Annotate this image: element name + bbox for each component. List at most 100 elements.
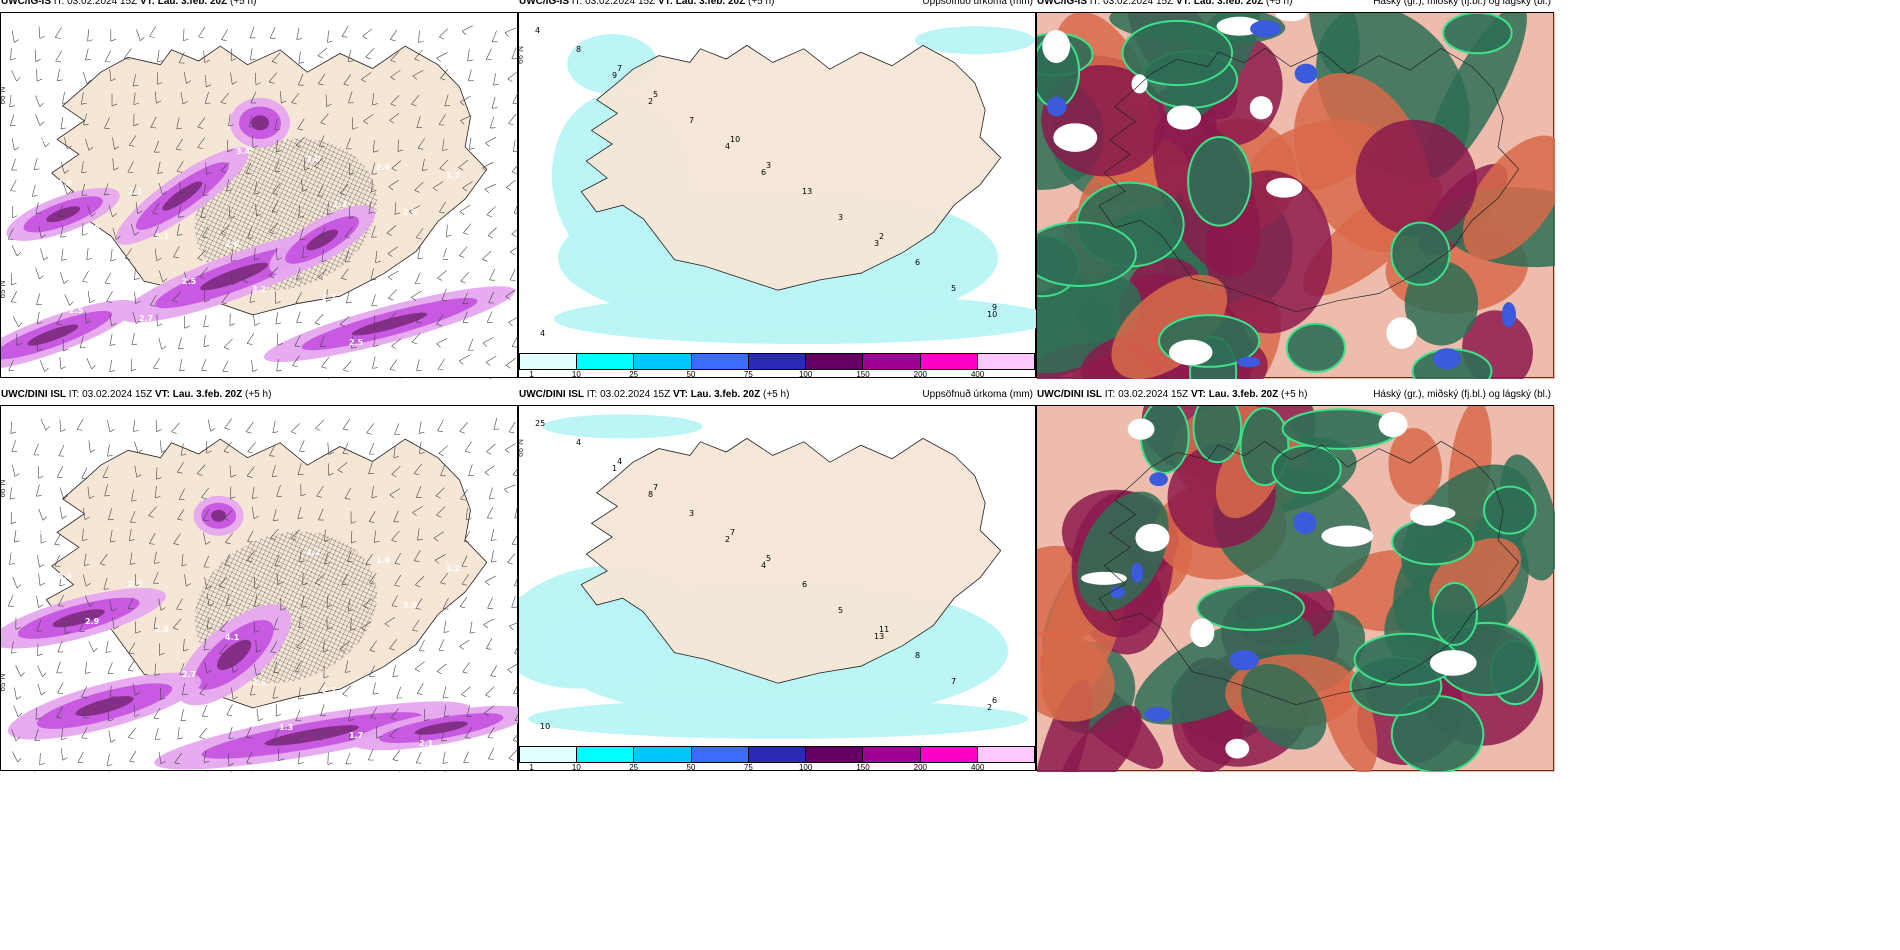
wind-barb — [79, 336, 86, 349]
snow-value-label: 3.2 — [31, 527, 45, 536]
mid-cloud-patch — [1236, 356, 1261, 368]
iceland-outline — [1098, 440, 1520, 706]
wind-barb — [487, 726, 495, 739]
wind-barb — [439, 201, 446, 214]
colorbar-swatch — [863, 354, 921, 369]
wind-barb — [274, 554, 281, 567]
snow-value-label: 2.7 — [322, 293, 336, 302]
wind-barb — [274, 291, 281, 304]
precip-colorbar: 1 10 25 50 75 100 150 200 400 — [519, 746, 1035, 772]
wind-barb — [441, 289, 448, 301]
mid-cloud-patch — [1131, 562, 1144, 583]
wind-barb — [83, 706, 89, 719]
wind-barb — [392, 664, 399, 677]
snow-value-label: 0.5 — [430, 253, 445, 262]
wind-barb — [299, 440, 305, 452]
wind-barb — [11, 158, 18, 171]
wind-barb — [294, 660, 302, 673]
wind-barb — [56, 661, 63, 674]
wind-barb — [296, 638, 306, 650]
wind-barb — [392, 771, 400, 772]
wind-barb — [344, 250, 351, 263]
wind-barb — [55, 50, 63, 63]
vt-label: VT: — [139, 0, 155, 7]
wind-barb — [505, 357, 516, 369]
wind-barb — [412, 619, 420, 632]
wind-barb — [153, 357, 161, 370]
panel-header: UWC/IG-IS IT: 03.02.2024 15Z VT: Lau. 3.… — [1037, 0, 1553, 10]
wind-barb — [278, 748, 284, 762]
wind-barb — [435, 487, 445, 499]
wind-barb — [177, 508, 185, 521]
wind-barb — [10, 291, 18, 303]
wind-barb — [130, 511, 136, 523]
wind-barb — [176, 598, 183, 611]
wind-barb — [158, 337, 167, 350]
wind-barb — [133, 704, 140, 717]
wind-barb — [221, 292, 230, 305]
wind-barb — [388, 289, 398, 301]
precip-value-label: 10 — [540, 722, 550, 731]
wind-barb — [461, 686, 471, 698]
wind-barb — [460, 95, 471, 106]
snow-value-label: 1.3 — [279, 723, 293, 732]
wind-barb — [200, 771, 208, 772]
wind-barb — [88, 640, 98, 653]
wind-barb — [319, 226, 326, 239]
wind-barb — [10, 48, 16, 61]
precip-value-label: 4 — [617, 457, 622, 466]
clear-sky-patch — [1042, 30, 1071, 63]
wind-barb — [62, 338, 69, 352]
wind-barb — [297, 506, 304, 519]
wind-barb — [318, 508, 324, 521]
wind-barb — [35, 201, 42, 215]
wind-barb — [58, 444, 65, 457]
wind-barb — [224, 553, 231, 566]
wind-barb — [418, 30, 424, 43]
wind-barb — [59, 272, 69, 284]
wind-barb — [396, 686, 403, 699]
wind-barb — [155, 91, 162, 104]
lead-time: (+5 h) — [245, 389, 272, 400]
precip-value-label: 4 — [725, 142, 730, 151]
wind-barb — [202, 183, 209, 196]
wind-barb — [505, 179, 516, 191]
snow-value-label: 2.7 — [473, 216, 487, 225]
wind-barb — [219, 620, 228, 633]
wind-barb — [99, 553, 108, 566]
wind-barb — [199, 684, 208, 696]
wind-barb — [296, 267, 302, 280]
wind-barb — [59, 357, 66, 370]
wind-barb — [59, 419, 66, 432]
wind-barb — [512, 92, 519, 105]
wind-barb — [109, 333, 116, 346]
wind-barb — [326, 594, 333, 608]
wind-barb — [38, 573, 45, 586]
wind-barb — [411, 290, 422, 301]
wind-barb — [128, 135, 137, 147]
wind-barb — [56, 68, 63, 82]
wind-barb — [112, 158, 119, 171]
wind-barb — [459, 596, 468, 609]
snow-value-label: 1.7 — [349, 731, 363, 740]
high-cloud-patch — [1431, 582, 1478, 646]
wind-barb — [197, 137, 205, 150]
wind-barb — [414, 49, 423, 62]
wind-barb — [280, 91, 287, 104]
wind-barb — [419, 441, 425, 455]
colorbar-tick-label: 50 — [686, 763, 696, 772]
wind-barb — [230, 249, 237, 262]
clear-sky-patch — [1080, 571, 1127, 585]
wind-barb — [299, 550, 305, 563]
wind-barb — [433, 531, 445, 542]
precip-value-label: 4 — [540, 329, 545, 338]
colorbar-tick-label: 400 — [970, 763, 985, 772]
wind-barb — [390, 708, 399, 720]
wind-barb — [12, 315, 23, 328]
wind-barb — [11, 729, 21, 741]
colorbar-tick-label: 50 — [686, 370, 696, 379]
wind-barb — [197, 249, 207, 261]
wind-barb — [154, 551, 160, 564]
wind-barb — [58, 594, 64, 607]
wind-barb — [342, 360, 352, 372]
